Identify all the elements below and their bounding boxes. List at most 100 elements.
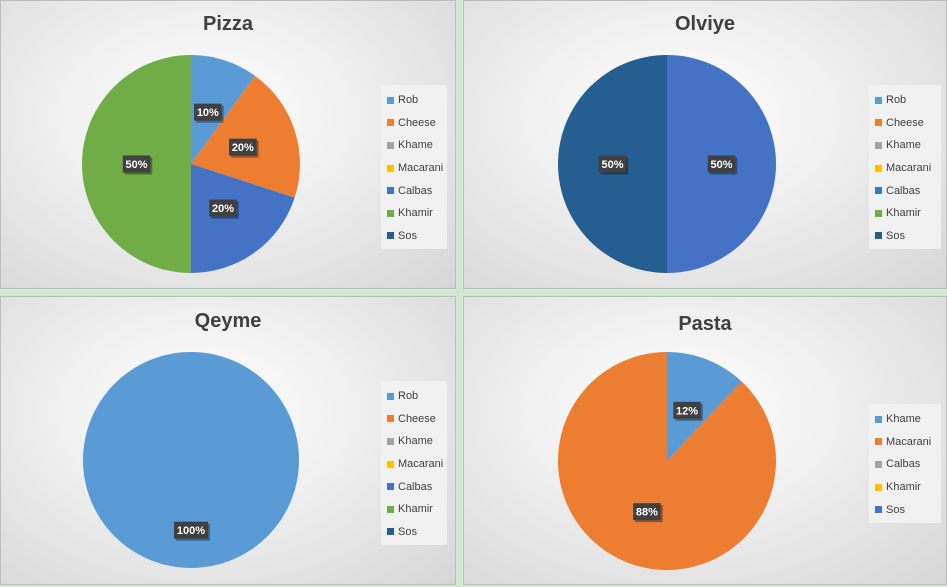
legend-label: Sos xyxy=(398,525,417,538)
legend-swatch xyxy=(387,209,394,217)
legend-swatch xyxy=(875,438,882,446)
legend-label: Khame xyxy=(886,413,921,426)
svg-text:10%: 10% xyxy=(197,107,219,119)
data-label-rob: 10% xyxy=(194,103,224,123)
legend-item-macarani: Macarani xyxy=(387,453,443,476)
legend: Rob Cheese Khame Macarani Calbas Khamir Sos xyxy=(869,85,941,250)
legend-item-khame: Khame xyxy=(387,430,441,453)
chart-panel-pasta: Pasta 12% 88% Khame Macarani Calbas Khamir So… xyxy=(463,296,947,585)
pie-slice-cheese xyxy=(191,75,300,198)
svg-text:12%: 12% xyxy=(676,405,698,417)
data-label-khamir: 50% xyxy=(122,155,153,175)
legend-swatch xyxy=(387,528,394,536)
legend-label: Cheese xyxy=(398,412,436,425)
legend-label: Calbas xyxy=(398,184,433,197)
legend-swatch xyxy=(875,164,882,172)
legend-item-cheese: Cheese xyxy=(387,112,441,135)
legend-item-khame: Khame xyxy=(875,134,935,157)
chart-panel-qeyme: Qeyme 100% Rob Cheese Khame Macarani Calbas K… xyxy=(0,296,456,585)
legend-swatch xyxy=(875,483,882,491)
legend-label: Rob xyxy=(398,94,419,107)
legend-swatch xyxy=(875,96,882,104)
chart-title: Pasta xyxy=(678,313,732,335)
pie-slice-rob xyxy=(191,55,256,164)
legend-label: Sos xyxy=(398,229,417,242)
data-label-macarani: 88% xyxy=(633,503,663,523)
data-label-rob: 100% xyxy=(174,521,210,541)
svg-text:20%: 20% xyxy=(212,203,234,215)
legend-label: Cheese xyxy=(398,116,436,129)
legend-item-rob: Rob xyxy=(387,385,441,408)
svg-text:88%: 88% xyxy=(636,507,658,519)
chart-title: Olviye xyxy=(674,13,736,35)
legend-item-khamir: Khamir xyxy=(875,202,935,225)
pie-slice-rob xyxy=(83,352,299,568)
legend-item-sos: Sos xyxy=(387,225,441,248)
legend-swatch xyxy=(387,187,394,195)
legend-label: Khamir xyxy=(398,207,433,220)
data-label-sos: 50% xyxy=(598,155,629,175)
chart-panel-olviye: Olviye 50% 50% Rob Cheese Khame Macarani Calb… xyxy=(463,0,947,289)
pie-slice-calbas xyxy=(191,164,295,273)
legend-item-macarani: Macarani xyxy=(875,157,935,180)
legend-swatch xyxy=(387,96,394,104)
legend-item-sos: Sos xyxy=(875,498,935,521)
legend-item-rob: Rob xyxy=(387,89,441,112)
legend-item-khamir: Khamir xyxy=(387,498,441,521)
data-label-khame: 12% xyxy=(673,401,703,421)
legend-item-khame: Khame xyxy=(875,408,935,431)
data-label-cheese: 20% xyxy=(229,138,259,158)
svg-text:20%: 20% xyxy=(232,142,254,154)
svg-text:50%: 50% xyxy=(601,159,623,171)
svg-text:100%: 100% xyxy=(177,525,205,537)
legend-item-rob: Rob xyxy=(875,89,935,112)
legend-item-cheese: Cheese xyxy=(387,408,441,431)
pie-chart-pasta: 12% 88% xyxy=(557,352,776,570)
legend-swatch xyxy=(387,415,394,423)
chart-title: Qeyme xyxy=(194,310,262,332)
legend-swatch xyxy=(875,460,882,468)
legend-swatch xyxy=(875,187,882,195)
legend-label: Rob xyxy=(398,390,419,403)
chart-panel-pizza: Pizza 10% 20% 20% 50% Rob Cheese Khame Macaran… xyxy=(0,0,456,289)
legend-label: Calbas xyxy=(886,458,921,471)
legend-swatch xyxy=(387,392,394,400)
legend-item-sos: Sos xyxy=(387,521,441,544)
legend-label: Khamir xyxy=(886,481,921,494)
pie-slice-khame xyxy=(667,352,742,461)
legend-label: Macarani xyxy=(398,162,444,175)
legend-label: Khame xyxy=(398,435,433,448)
legend-swatch xyxy=(875,119,882,127)
pie-chart-olviye: 50% 50% xyxy=(558,55,776,273)
legend-label: Khamir xyxy=(886,207,921,220)
legend-label: Sos xyxy=(886,503,905,516)
legend-label: Rob xyxy=(886,94,907,107)
legend-swatch xyxy=(387,460,394,468)
legend: Rob Cheese Khame Macarani Calbas Khamir Sos xyxy=(381,85,447,250)
legend-swatch xyxy=(875,506,882,514)
svg-text:50%: 50% xyxy=(710,159,732,171)
legend-swatch xyxy=(387,232,394,240)
legend-swatch xyxy=(387,164,394,172)
legend-swatch xyxy=(875,232,882,240)
chart-title: Pizza xyxy=(202,13,254,35)
legend-swatch xyxy=(387,141,394,149)
legend-swatch xyxy=(875,141,882,149)
legend-label: Macarani xyxy=(886,162,932,175)
legend-label: Sos xyxy=(886,229,905,242)
legend-swatch xyxy=(875,209,882,217)
legend-item-cheese: Cheese xyxy=(875,112,935,135)
legend-swatch xyxy=(387,505,394,513)
legend-label: Calbas xyxy=(886,184,921,197)
pie-slice-macarani xyxy=(557,352,776,570)
legend-item-calbas: Calbas xyxy=(875,179,935,202)
legend-label: Macarani xyxy=(886,435,932,448)
legend-label: Calbas xyxy=(398,480,433,493)
legend-swatch xyxy=(387,119,394,127)
data-label-calbas: 50% xyxy=(707,155,738,175)
legend-item-khamir: Khamir xyxy=(387,202,441,225)
legend: Khame Macarani Calbas Khamir Sos xyxy=(869,404,941,523)
legend-label: Khame xyxy=(886,139,921,152)
legend-item-sos: Sos xyxy=(875,225,935,248)
legend-item-macarani: Macarani xyxy=(875,431,935,454)
